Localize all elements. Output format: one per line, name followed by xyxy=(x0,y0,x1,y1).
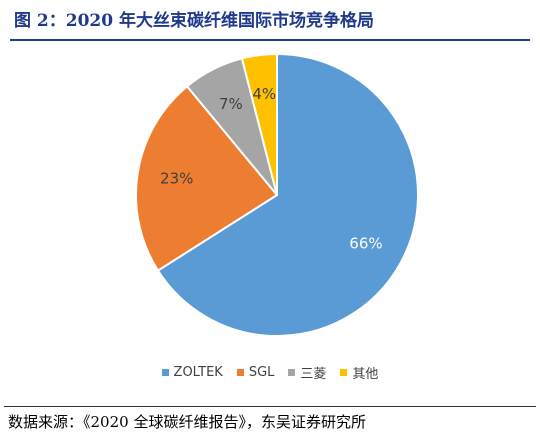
slice-data-label-1: 23% xyxy=(160,170,193,188)
pie-slice-0 xyxy=(156,52,419,337)
legend-swatch-0 xyxy=(161,368,169,376)
figure-title: 图 2：2020 年大丝束碳纤维国际市场竞争格局 xyxy=(14,11,374,31)
legend-item-2: 三菱 xyxy=(288,363,326,382)
legend-item-0: ZOLTEK xyxy=(161,364,223,380)
legend-swatch-3 xyxy=(340,368,348,376)
legend-item-1: SGL xyxy=(236,364,275,380)
slice-data-label-3: 4% xyxy=(252,85,276,103)
legend-label-1: SGL xyxy=(248,364,275,380)
legend-label-0: ZOLTEK xyxy=(173,364,223,380)
figure-source: 数据来源：《2020 全球碳纤维报告》，东吴证券研究所 xyxy=(8,413,366,431)
pie-chart: 66% 23% 7% 4% xyxy=(0,44,540,399)
legend-swatch-1 xyxy=(236,368,244,376)
legend-item-3: 其他 xyxy=(340,363,378,382)
title-rule xyxy=(10,39,530,41)
legend-label-3: 其他 xyxy=(352,366,379,382)
source-rule xyxy=(4,406,536,407)
slice-data-label-2: 7% xyxy=(219,95,243,113)
chart-legend: ZOLTEK SGL 三菱 其他 xyxy=(0,362,540,382)
legend-swatch-2 xyxy=(288,368,296,376)
pie-slice-3 xyxy=(240,52,278,196)
legend-label-2: 三菱 xyxy=(300,366,327,382)
pie-chart-svg: 66% 23% 7% 4% xyxy=(135,52,419,337)
slice-data-label-0: 66% xyxy=(349,234,382,252)
pie-slice-1 xyxy=(135,84,279,272)
